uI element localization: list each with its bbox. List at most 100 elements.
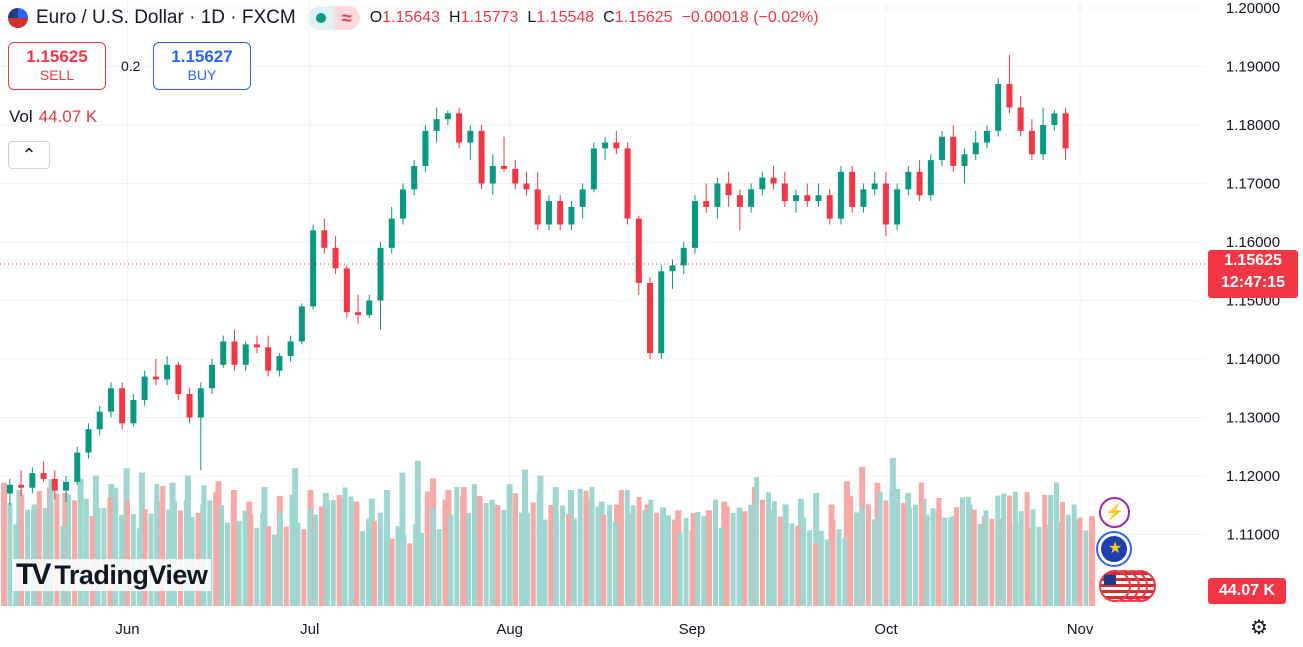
settings-gear-icon[interactable]: ⚙ [1250,617,1268,639]
volume-bar [83,498,89,606]
candle-body [725,183,732,196]
high-label: H [449,9,461,26]
price-tick-label: 1.18000 [1226,117,1280,134]
candle-body [175,364,182,395]
volume-bar [418,533,424,606]
volume-bar [877,491,883,606]
flash-icon[interactable]: ⚡ [1099,497,1130,528]
volume-bar [644,504,651,606]
volume-bar [442,499,448,606]
volume-bar [160,486,166,606]
volume-bar [395,526,401,606]
volume-bar [230,507,236,606]
market-status[interactable]: ≈ [307,6,360,30]
volume-bar [601,515,607,606]
candle-body [388,218,395,248]
volume-bar [836,529,842,606]
candle-body [298,306,305,342]
volume-bar [1001,493,1007,606]
volume-bar [571,518,577,606]
volume-bar [795,525,801,606]
tradingview-logo[interactable]: TV TradingView [12,558,212,591]
volume-bar [277,511,283,606]
volume-bar [701,516,707,606]
volume-bar [172,501,178,606]
volume-bar [77,505,83,606]
close-value: 1.15625 [614,9,673,26]
us-flag-icon[interactable] [1099,570,1131,602]
volume-bar [630,505,636,606]
last-price-value: 1.15625 [1224,252,1282,269]
volume-label: Vol [9,107,33,126]
candle-body [107,388,114,412]
candle-body [411,165,418,190]
candle-body [287,341,294,357]
candle-body [804,195,811,202]
candle-body [972,142,979,155]
volume-bar [942,517,948,606]
candle-body [242,344,249,365]
time-tick-label: Nov [1067,621,1094,638]
price-axis: 1.200001.190001.180001.170001.160001.150… [1226,0,1280,544]
volume-bar [54,493,60,606]
volume-bar [407,543,413,606]
open-label: O [369,9,383,26]
volume-bar [660,525,666,606]
volume-bar [177,510,183,606]
candle-body [590,148,597,190]
candle-body [1028,130,1035,155]
candle-body [29,473,36,488]
symbol-title[interactable]: Euro / U.S. Dollar · 1D · FXCM [36,7,296,28]
volume-bar [965,496,971,606]
candle-body [186,394,193,418]
sell-button[interactable]: 1.15625 SELL [8,42,106,90]
candle-body [74,452,81,482]
candle-body [860,189,867,207]
candle-body [635,218,642,283]
candle-body [231,341,238,365]
volume-bar [624,490,630,606]
candle-body [849,171,856,207]
volume-bar [568,490,575,606]
collapse-legend-button[interactable]: ⌃ [8,141,50,169]
buy-button[interactable]: 1.15627 BUY [153,42,251,90]
candle-body [355,312,362,316]
tv-logo-icon: TV [16,558,51,591]
candle-body [467,130,474,143]
volume-bar [683,517,689,606]
time-tick-label: Oct [874,621,898,638]
volume-bar [466,512,472,606]
volume-bar [907,507,913,606]
volume-bar [215,481,222,606]
candle-body [680,247,687,266]
volume-bar [583,490,589,606]
volume-bar [289,494,295,606]
volume-bar [1036,526,1042,606]
volume-bar [389,538,395,606]
volume-bar [618,490,624,606]
volume-bar [807,530,813,606]
time-tick-label: Jun [115,621,139,638]
chevron-up-icon: ⌃ [21,144,37,165]
candle-body [950,136,957,166]
volume-bar [577,488,583,606]
volume-bar [789,523,795,606]
volume-bar [995,495,1001,606]
sell-price: 1.15625 [26,47,88,66]
volume-value: 44.07 K [38,107,98,126]
buy-label: BUY [187,67,217,83]
volume-bar [665,515,671,606]
volume-bar [142,509,148,606]
volume-bar [283,526,289,606]
volume-bar [1065,514,1071,606]
candle-body [164,364,171,380]
volume-bar [642,510,648,606]
candle-body [366,300,373,316]
volume-bar [360,531,366,606]
eu-flag-icon[interactable] [1098,533,1130,565]
volume-bar [854,512,860,606]
volume-bar [124,500,130,606]
candle-body [995,84,1002,131]
volume-bar [324,499,330,606]
